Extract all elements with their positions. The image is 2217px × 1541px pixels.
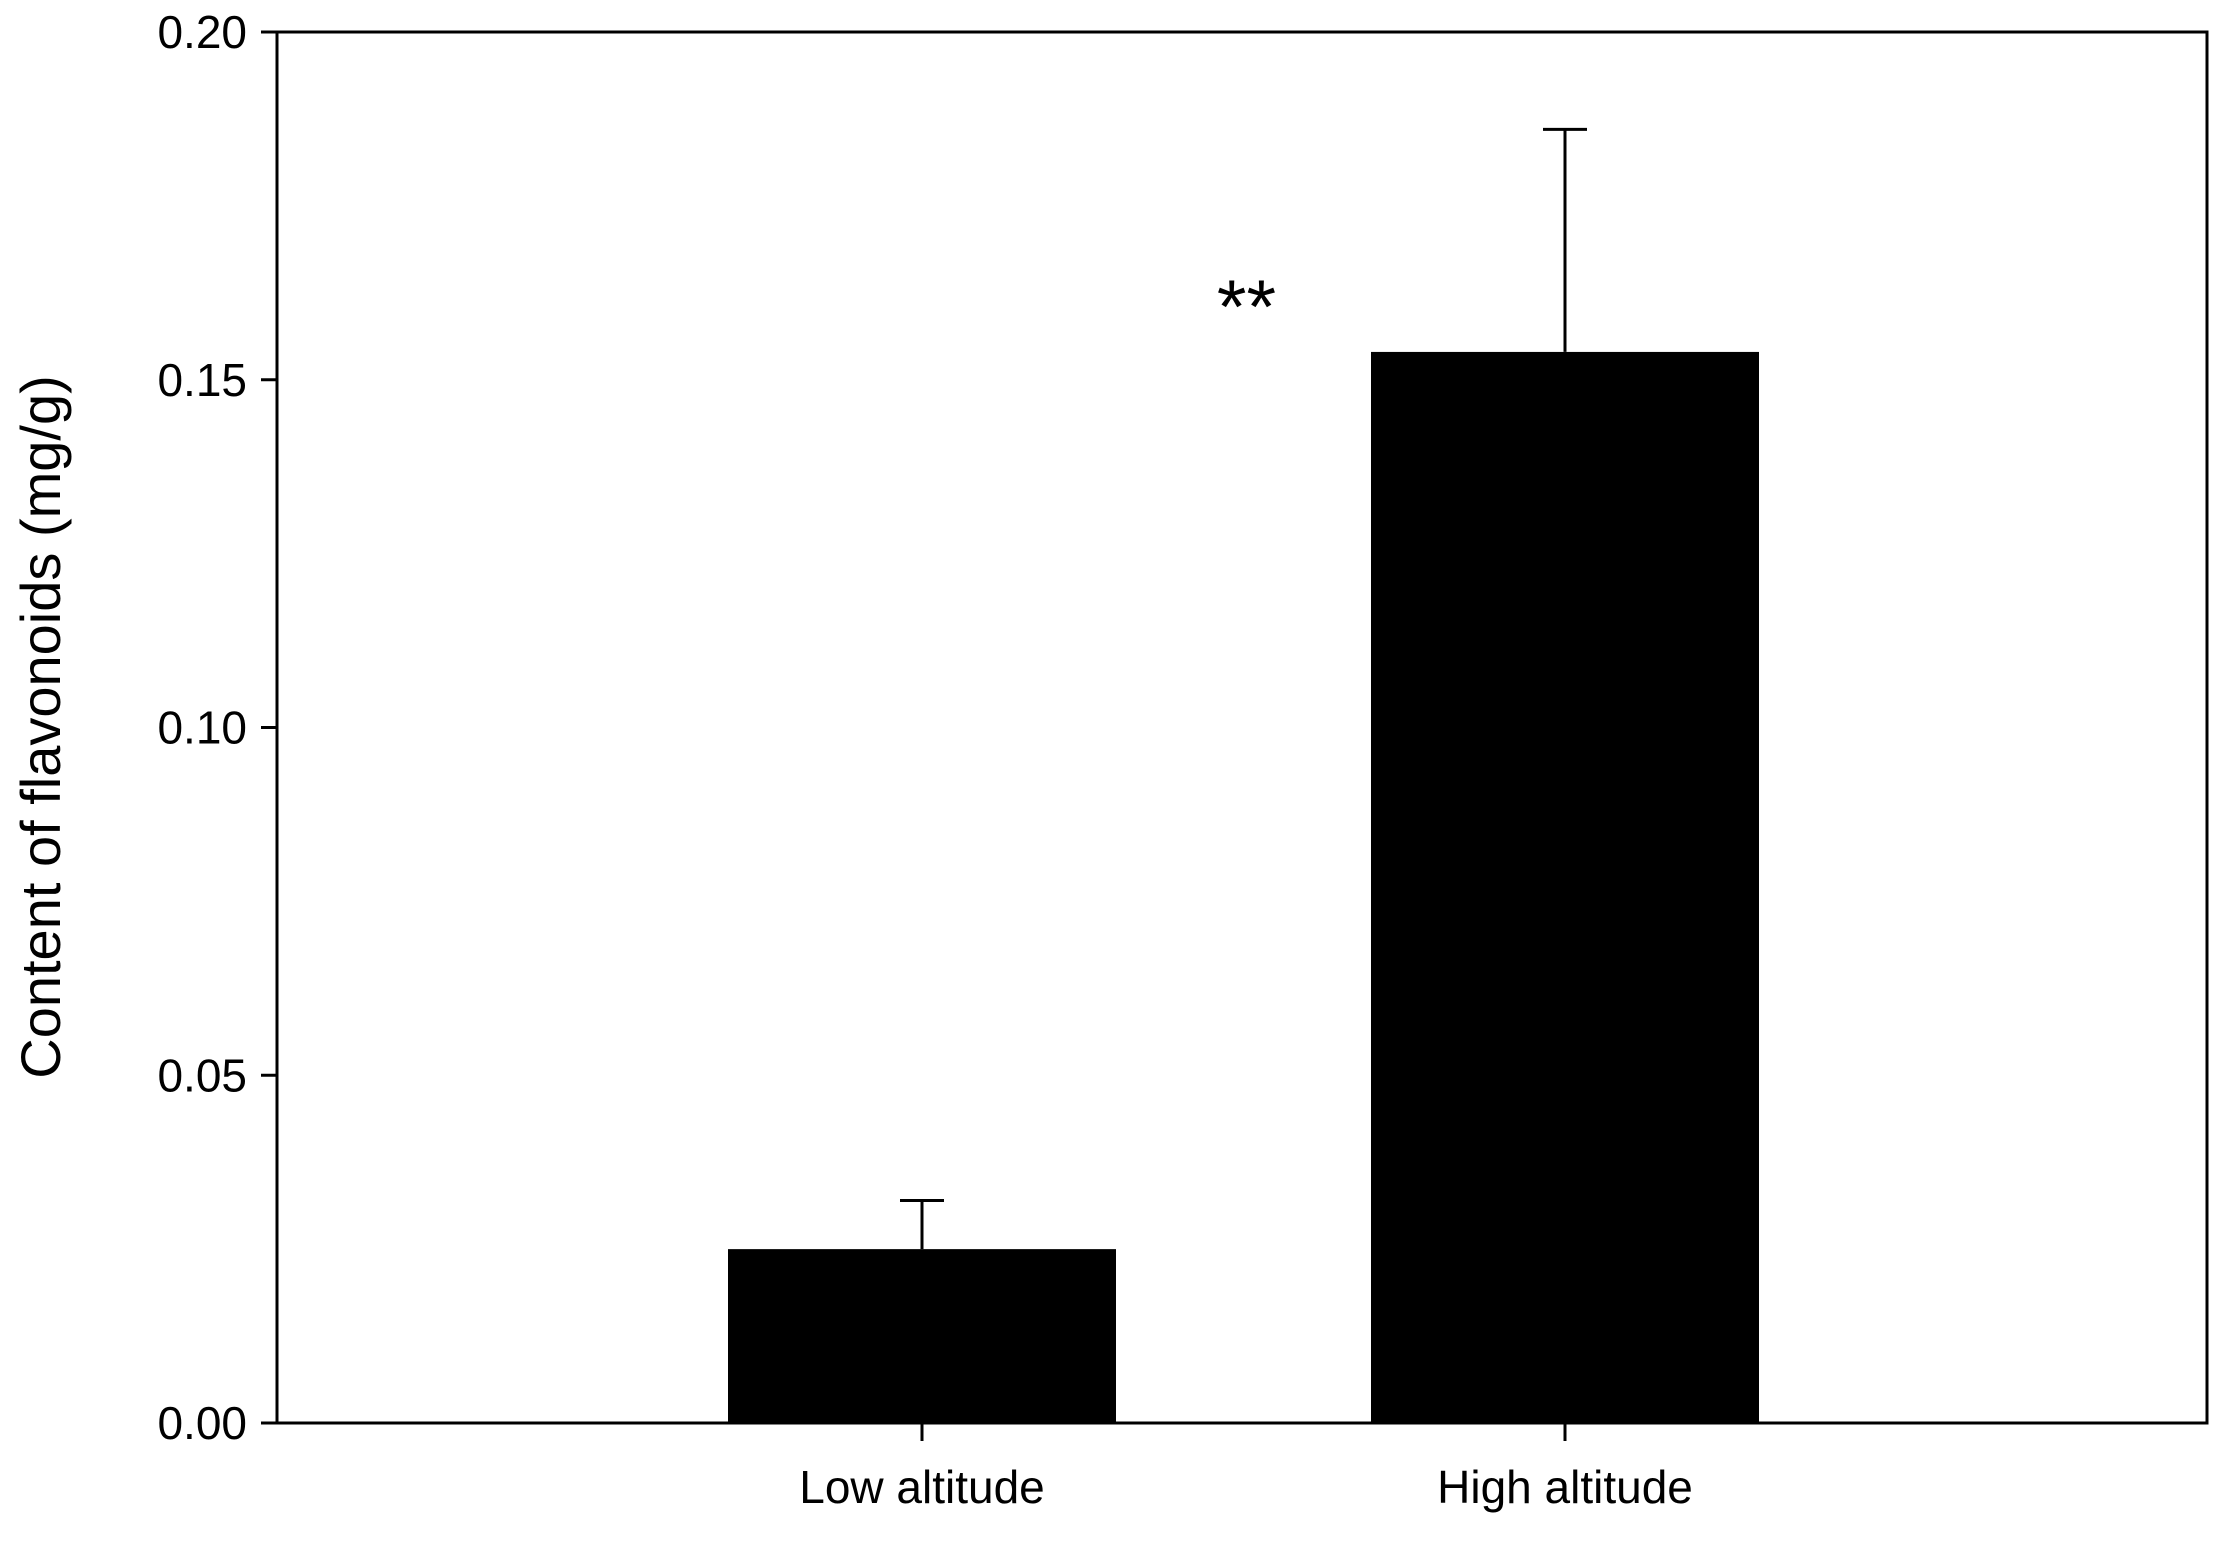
- y-tick-label: 0.05: [157, 1049, 247, 1101]
- y-axis-ticks: 0.00 0.05 0.10 0.15 0.20: [157, 6, 277, 1449]
- x-axis-ticks: Low altitude High altitude: [799, 1423, 1693, 1513]
- y-tick-label: 0.20: [157, 6, 247, 58]
- bar: [728, 1249, 1116, 1423]
- x-tick-label: High altitude: [1437, 1461, 1693, 1513]
- y-tick-label: 0.00: [157, 1397, 247, 1449]
- significance-annotation: **: [1217, 265, 1276, 350]
- bars: [728, 351, 1759, 1424]
- y-tick-label: 0.15: [157, 354, 247, 406]
- bar: [1371, 351, 1759, 1424]
- x-tick-label: Low altitude: [799, 1461, 1045, 1513]
- error-bars: [900, 127, 1587, 1250]
- y-tick-label: 0.10: [157, 702, 247, 754]
- y-axis-title: Content of flavonoids (mg/g): [9, 375, 72, 1078]
- plot-frame: [275, 30, 2209, 1425]
